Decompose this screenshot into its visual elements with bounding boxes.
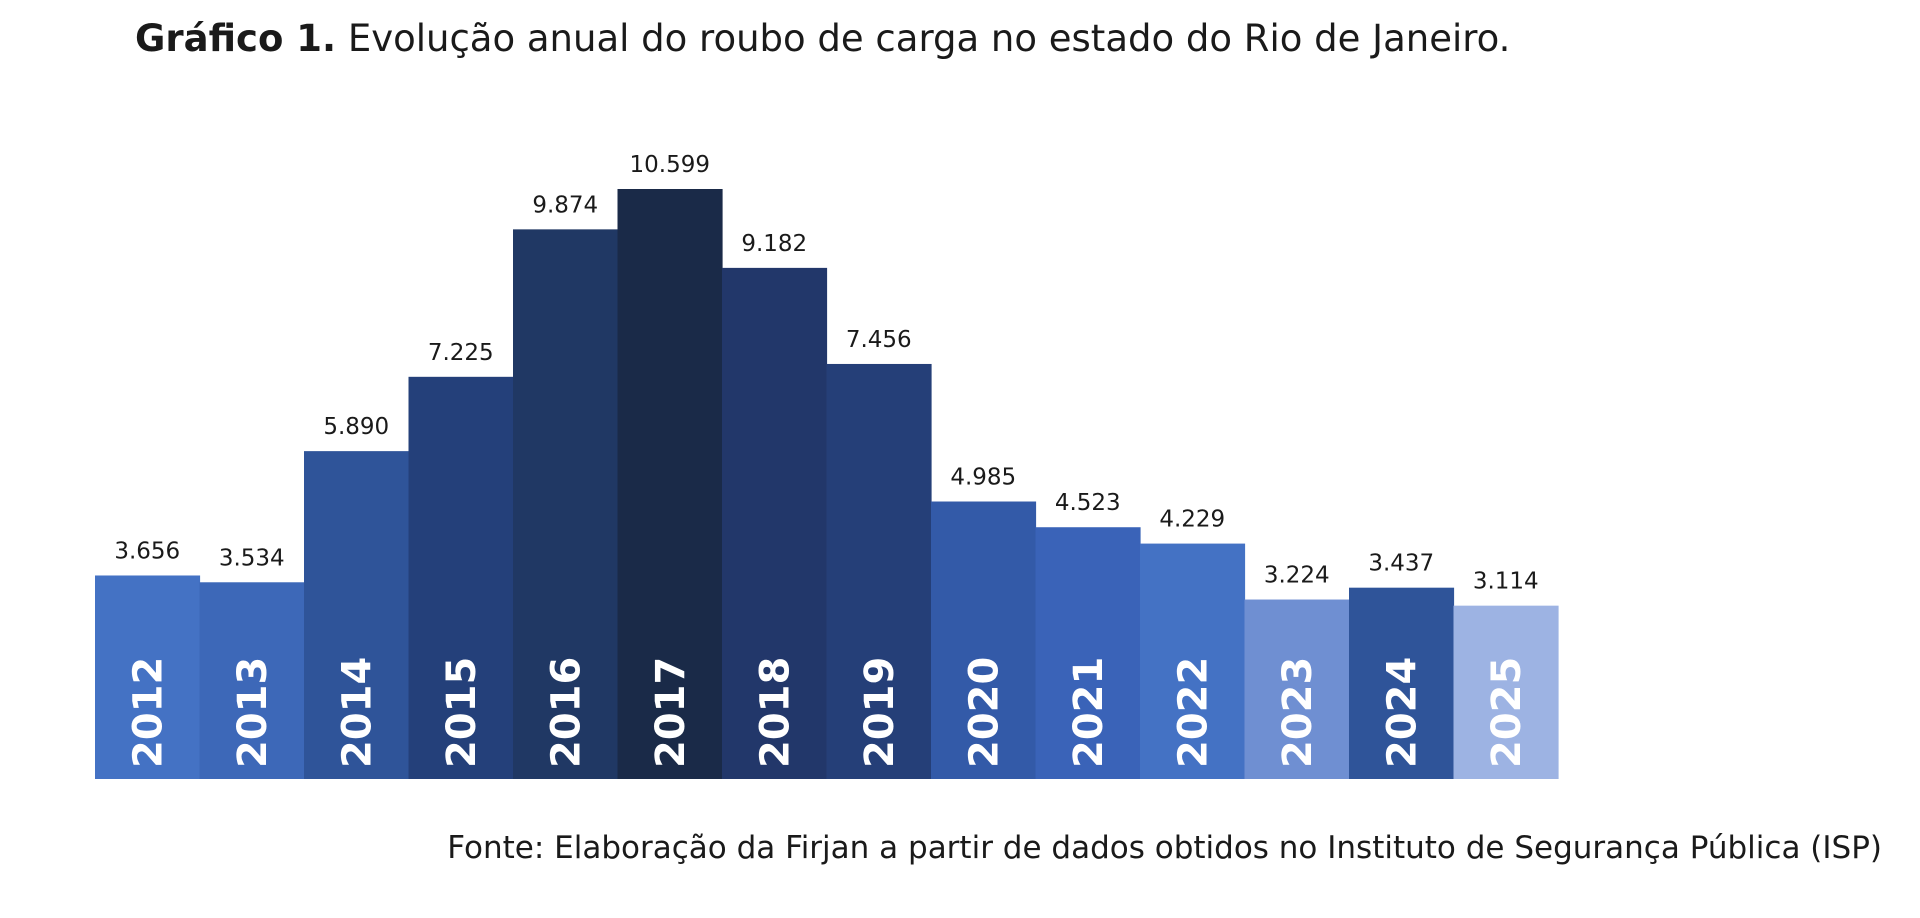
bar-2020 xyxy=(931,501,1037,779)
value-label-2020: 4.985 xyxy=(950,465,1016,491)
value-label-2018: 9.182 xyxy=(741,231,807,257)
chart-title-label: Gráfico 1. xyxy=(135,17,337,60)
category-label-2015: 2015 xyxy=(439,657,485,768)
category-label-2025: 2025 xyxy=(1484,657,1530,768)
value-label-2021: 4.523 xyxy=(1055,490,1121,516)
category-label-2020: 2020 xyxy=(961,657,1007,768)
category-label-2016: 2016 xyxy=(543,657,589,768)
bar-2013 xyxy=(199,582,305,779)
category-label-2023: 2023 xyxy=(1275,657,1321,768)
value-label-2016: 9.874 xyxy=(532,192,598,218)
bar-2017 xyxy=(617,189,723,779)
bar-2015 xyxy=(408,376,514,779)
bar-2025 xyxy=(1453,605,1559,779)
category-label-2021: 2021 xyxy=(1066,657,1112,768)
value-label-2017: 10.599 xyxy=(630,152,710,178)
bar-2016 xyxy=(513,229,619,780)
category-label-2014: 2014 xyxy=(334,657,380,768)
bar-2024 xyxy=(1349,587,1455,779)
category-label-2017: 2017 xyxy=(648,657,694,768)
chart-title: Gráfico 1. Evolução anual do roubo de ca… xyxy=(135,14,1510,64)
value-label-2025: 3.114 xyxy=(1473,569,1539,595)
bars-layer: 3.656 2012 3.534 2013 5.890 2014 7.225 2015 9.87… xyxy=(95,152,1559,780)
value-label-2014: 5.890 xyxy=(323,414,389,440)
value-label-2019: 7.456 xyxy=(846,327,912,353)
category-label-2012: 2012 xyxy=(125,657,171,768)
value-label-2023: 3.224 xyxy=(1264,563,1330,589)
category-label-2018: 2018 xyxy=(752,657,798,768)
bar-2023 xyxy=(1244,599,1350,779)
bar-2022 xyxy=(1140,543,1246,779)
value-label-2012: 3.656 xyxy=(114,538,180,564)
value-label-2024: 3.437 xyxy=(1368,551,1434,577)
category-label-2024: 2024 xyxy=(1379,657,1425,768)
chart-source: Fonte: Elaboração da Firjan a partir de … xyxy=(447,830,1882,866)
bar-2021 xyxy=(1035,527,1141,779)
bar-2012 xyxy=(95,575,201,779)
category-label-2022: 2022 xyxy=(1170,657,1216,768)
bar-2019 xyxy=(826,363,932,779)
value-label-2015: 7.225 xyxy=(428,340,494,366)
bar-2014 xyxy=(304,451,410,779)
bar-2018 xyxy=(722,267,828,779)
value-label-2022: 4.229 xyxy=(1159,507,1225,533)
category-label-2013: 2013 xyxy=(230,657,276,768)
value-label-2013: 3.534 xyxy=(219,545,285,571)
chart-title-text: Evolução anual do roubo de carga no esta… xyxy=(347,17,1511,60)
category-label-2019: 2019 xyxy=(857,657,903,768)
